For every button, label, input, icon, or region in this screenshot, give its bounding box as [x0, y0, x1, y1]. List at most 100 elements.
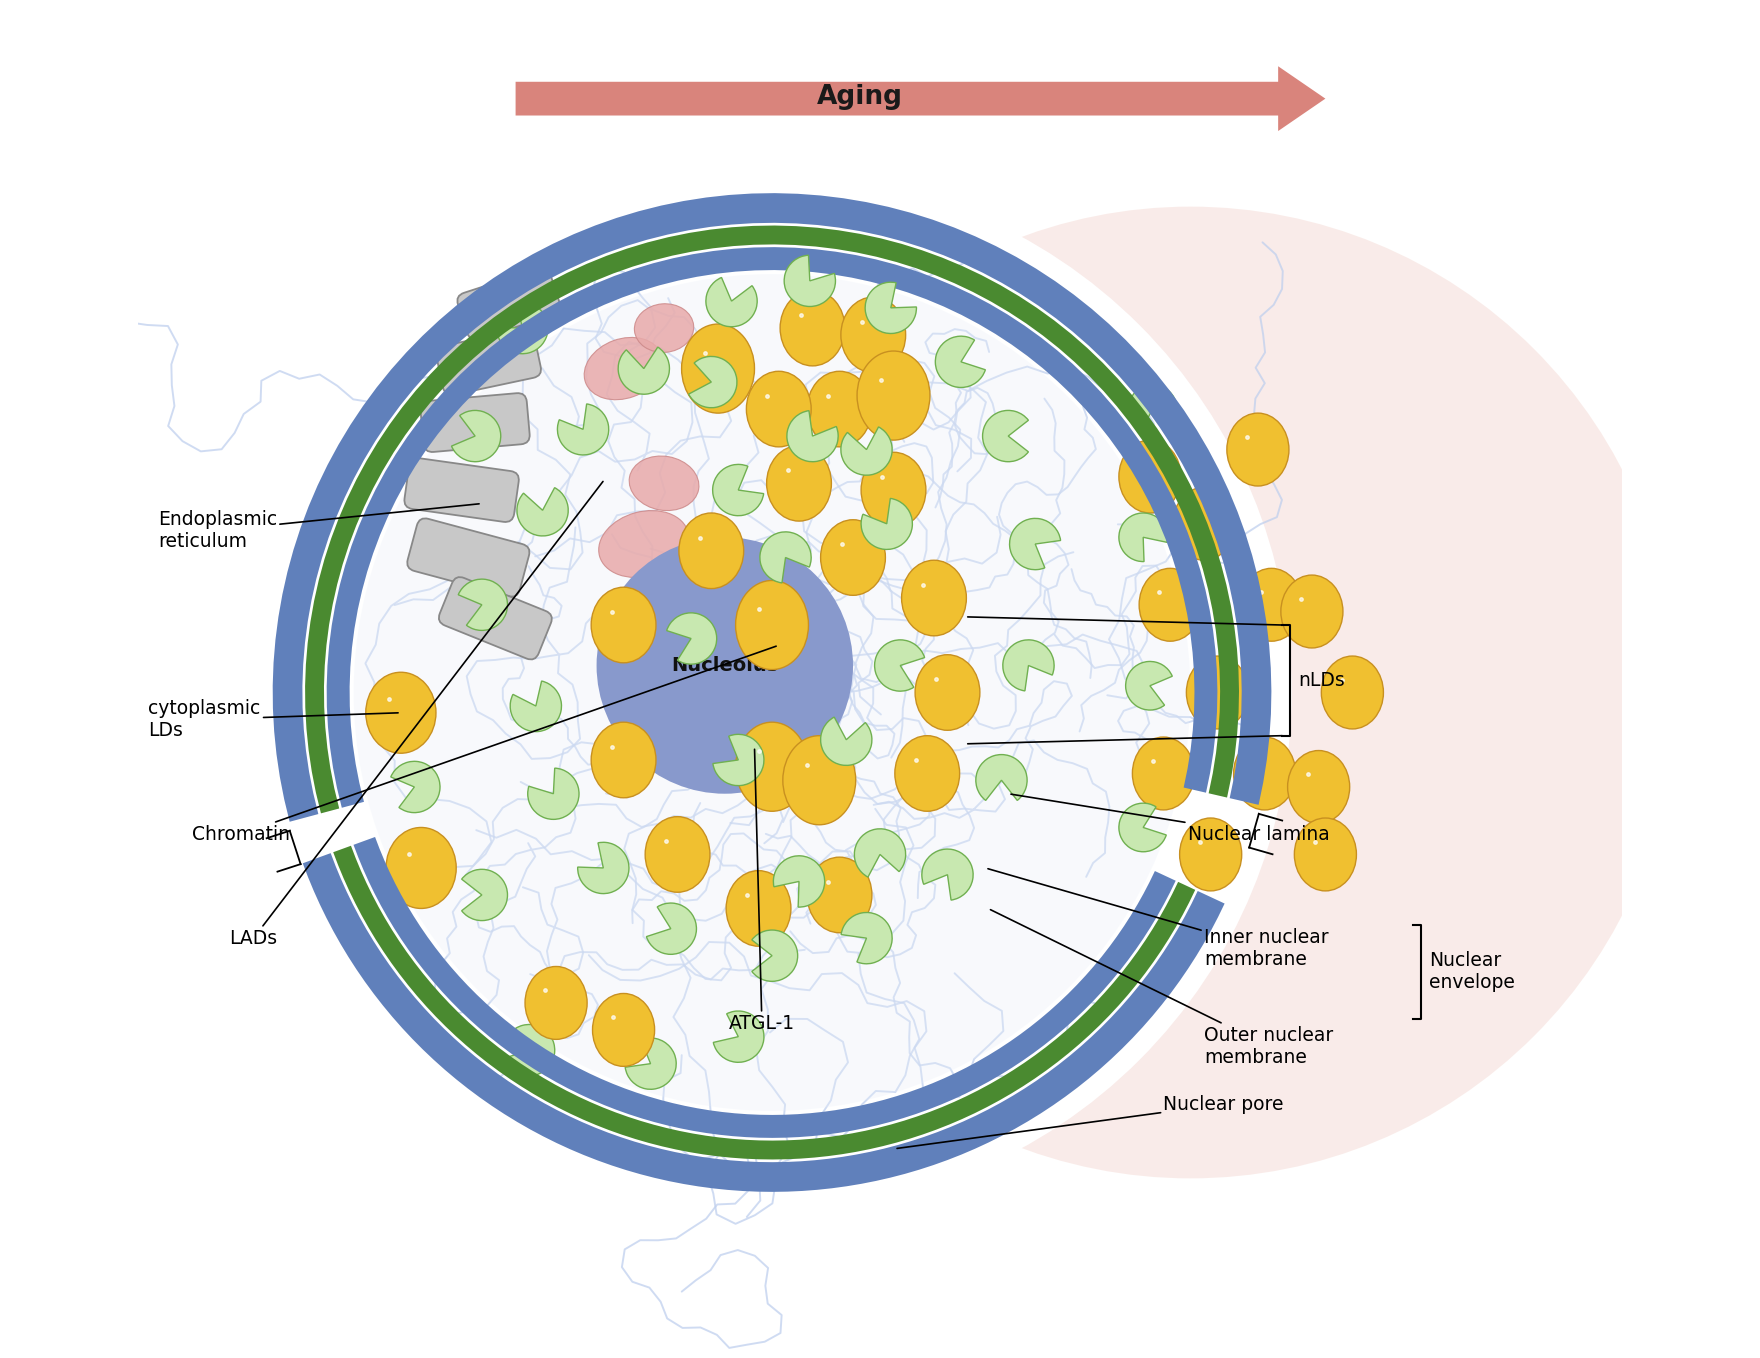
Wedge shape	[391, 762, 440, 812]
Ellipse shape	[1294, 818, 1357, 891]
Text: Nucleolus: Nucleolus	[671, 656, 778, 675]
Ellipse shape	[746, 371, 811, 447]
Wedge shape	[866, 282, 917, 334]
Wedge shape	[688, 356, 737, 407]
Wedge shape	[752, 930, 797, 982]
Circle shape	[597, 538, 854, 793]
Wedge shape	[577, 842, 628, 894]
Ellipse shape	[385, 827, 456, 909]
Ellipse shape	[1281, 574, 1343, 648]
Wedge shape	[713, 1010, 764, 1062]
Ellipse shape	[780, 291, 845, 365]
Wedge shape	[875, 640, 924, 691]
Polygon shape	[327, 247, 1218, 808]
Wedge shape	[713, 735, 764, 786]
Wedge shape	[496, 303, 547, 353]
Ellipse shape	[861, 452, 926, 528]
Ellipse shape	[628, 456, 699, 511]
Polygon shape	[304, 225, 1239, 813]
Ellipse shape	[646, 816, 709, 892]
Wedge shape	[841, 426, 892, 475]
Ellipse shape	[901, 561, 966, 636]
Text: Inner nuclear
membrane: Inner nuclear membrane	[987, 869, 1329, 970]
Wedge shape	[517, 488, 568, 536]
Wedge shape	[787, 410, 838, 462]
Wedge shape	[625, 1038, 676, 1089]
Wedge shape	[785, 255, 836, 307]
Circle shape	[354, 274, 1190, 1111]
FancyBboxPatch shape	[407, 519, 530, 596]
Ellipse shape	[1179, 818, 1243, 891]
Wedge shape	[510, 680, 561, 732]
FancyBboxPatch shape	[405, 458, 519, 521]
Wedge shape	[461, 869, 507, 921]
Ellipse shape	[584, 337, 664, 399]
Ellipse shape	[634, 304, 693, 353]
Text: Nuclear pore: Nuclear pore	[898, 1095, 1285, 1149]
Polygon shape	[273, 193, 1271, 822]
Wedge shape	[1128, 384, 1177, 430]
FancyBboxPatch shape	[458, 268, 560, 340]
Wedge shape	[452, 410, 502, 462]
Wedge shape	[505, 1024, 554, 1076]
Ellipse shape	[1288, 751, 1350, 823]
Ellipse shape	[767, 445, 831, 521]
Ellipse shape	[366, 672, 436, 754]
Wedge shape	[922, 849, 973, 900]
Ellipse shape	[808, 371, 871, 447]
Ellipse shape	[598, 511, 688, 577]
FancyBboxPatch shape	[436, 329, 540, 395]
Text: LADs: LADs	[229, 482, 604, 948]
Ellipse shape	[1241, 569, 1302, 641]
Wedge shape	[458, 579, 507, 630]
Ellipse shape	[736, 722, 808, 811]
Ellipse shape	[704, 206, 1676, 1179]
Ellipse shape	[1139, 569, 1202, 641]
Wedge shape	[1119, 513, 1167, 562]
Ellipse shape	[1227, 413, 1288, 486]
Wedge shape	[975, 755, 1028, 800]
Ellipse shape	[681, 325, 755, 413]
Wedge shape	[861, 498, 912, 550]
Wedge shape	[1126, 661, 1172, 710]
Wedge shape	[646, 903, 697, 955]
Ellipse shape	[1119, 440, 1181, 513]
Ellipse shape	[593, 994, 655, 1066]
Text: cytoplasmic
LDs: cytoplasmic LDs	[148, 699, 398, 740]
Ellipse shape	[1186, 656, 1248, 729]
Polygon shape	[354, 837, 1176, 1138]
Ellipse shape	[591, 587, 656, 663]
Text: Aging: Aging	[817, 84, 903, 110]
Text: Chromatin: Chromatin	[192, 646, 776, 843]
Ellipse shape	[820, 520, 885, 595]
Text: nLDs: nLDs	[1299, 671, 1345, 690]
Ellipse shape	[1172, 488, 1236, 561]
Text: ATGL-1: ATGL-1	[729, 750, 796, 1032]
Wedge shape	[773, 856, 825, 907]
Ellipse shape	[894, 736, 959, 811]
Wedge shape	[760, 532, 811, 583]
Ellipse shape	[736, 580, 808, 669]
Ellipse shape	[591, 722, 656, 797]
Wedge shape	[713, 464, 764, 516]
Wedge shape	[558, 403, 609, 455]
Ellipse shape	[1132, 737, 1195, 809]
Ellipse shape	[783, 736, 855, 824]
Ellipse shape	[857, 350, 929, 440]
Wedge shape	[982, 410, 1028, 462]
Polygon shape	[303, 853, 1225, 1192]
Ellipse shape	[915, 655, 980, 731]
FancyBboxPatch shape	[421, 392, 530, 452]
Text: Nuclear
envelope: Nuclear envelope	[1429, 952, 1515, 993]
Wedge shape	[618, 348, 669, 394]
Circle shape	[252, 172, 1292, 1213]
Wedge shape	[935, 337, 986, 387]
Ellipse shape	[808, 857, 871, 933]
Wedge shape	[1010, 519, 1061, 569]
Text: Endoplasmic
reticulum: Endoplasmic reticulum	[158, 504, 479, 551]
Ellipse shape	[1322, 656, 1383, 729]
Wedge shape	[706, 277, 757, 327]
Text: Outer nuclear
membrane: Outer nuclear membrane	[991, 910, 1332, 1066]
Text: Nuclear lamina: Nuclear lamina	[1010, 794, 1329, 843]
Ellipse shape	[1234, 737, 1295, 809]
